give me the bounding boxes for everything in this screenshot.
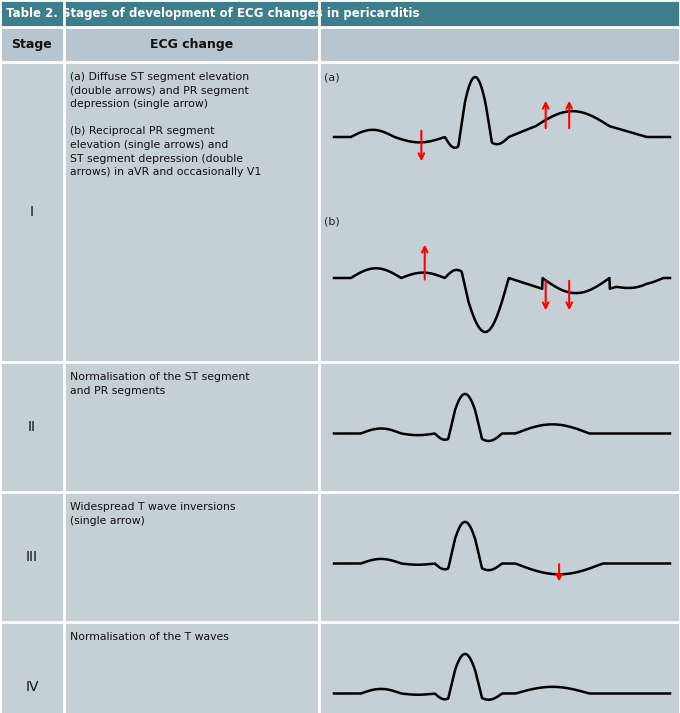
- Bar: [0, 492, 680, 622]
- Text: (a): (a): [324, 72, 339, 82]
- Text: ECG change: ECG change: [150, 38, 233, 51]
- Text: Normalisation of the T waves: Normalisation of the T waves: [70, 632, 229, 642]
- Bar: [0, 62, 680, 362]
- Text: Table 2. Stages of development of ECG changes in pericarditis: Table 2. Stages of development of ECG ch…: [6, 7, 420, 20]
- Bar: [0, 27, 680, 62]
- Text: IV: IV: [25, 680, 39, 694]
- Bar: [0, 0, 680, 27]
- Text: Normalisation of the ST segment
and PR segments: Normalisation of the ST segment and PR s…: [70, 372, 250, 396]
- Text: II: II: [28, 420, 36, 434]
- Text: I: I: [30, 205, 34, 219]
- Text: Widespread T wave inversions
(single arrow): Widespread T wave inversions (single arr…: [70, 502, 235, 525]
- Text: Stage: Stage: [12, 38, 52, 51]
- Text: (a) Diffuse ST segment elevation
(double arrows) and PR segment
depression (sing: (a) Diffuse ST segment elevation (double…: [70, 72, 261, 178]
- Bar: [0, 622, 680, 713]
- Text: III: III: [26, 550, 38, 564]
- Text: (b): (b): [324, 217, 340, 227]
- Bar: [0, 362, 680, 492]
